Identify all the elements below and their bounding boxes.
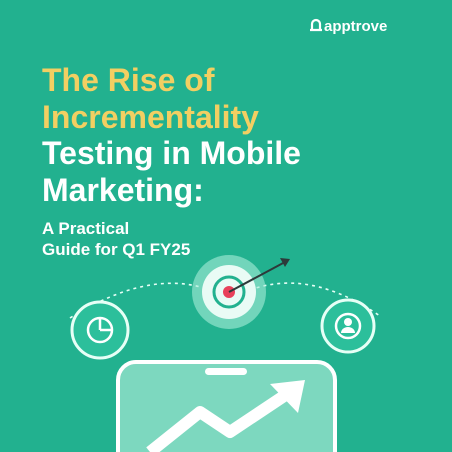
subtitle-line: A Practical <box>42 219 129 238</box>
title-line: Testing in Mobile <box>42 135 301 171</box>
logo-text: apptrove <box>324 18 387 35</box>
title-line: Incrementality <box>42 99 259 135</box>
subtitle-line: Guide for Q1 FY25 <box>42 240 190 259</box>
title-line: The Rise of <box>42 62 215 98</box>
title-line: Marketing: <box>42 172 204 208</box>
logo: apptrove <box>310 18 387 35</box>
illustration <box>69 255 381 452</box>
